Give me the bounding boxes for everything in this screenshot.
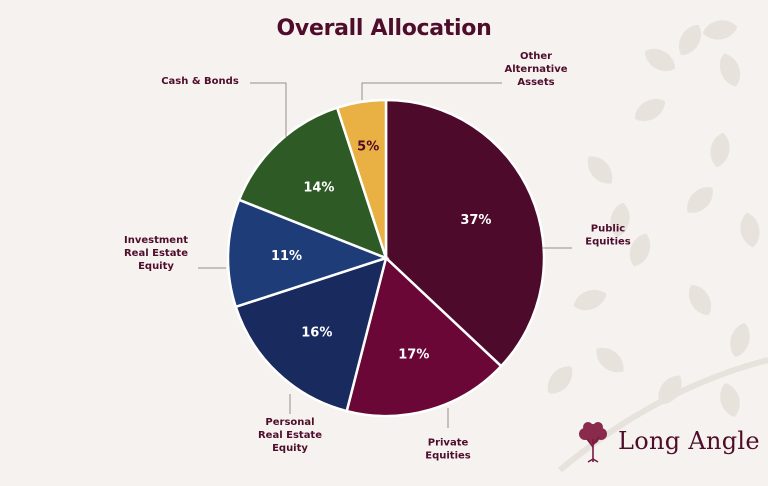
category-label-cash-bonds: Cash & Bonds [161,76,239,87]
leaf-pattern-background [547,20,768,473]
brand-name: Long Angle [618,427,760,455]
branch-decoration [558,357,768,473]
pie-slice-personal-real-estate-equity [234,256,388,413]
leaf-icon [710,132,730,168]
leader-line [250,82,287,137]
leaf-icon [687,187,713,213]
leaf-icon [702,20,738,40]
chart-title: Overall Allocation [276,16,492,41]
leaf-icon [740,212,760,248]
slice-value-label: 11% [271,249,302,264]
leaf-icon [644,48,676,72]
leaf-icon [573,289,607,311]
pie-slice-public-equities [384,98,546,368]
pie-chart: 37% 17% 16% 11% 14% 5% [226,98,546,418]
leaf-icon [730,323,750,357]
leader-line [361,82,502,100]
slice-value-label: 5% [357,140,379,155]
leaf-icon [634,98,666,122]
pie-slice-investment-real-estate-equity [226,198,390,309]
leaf-icon [719,53,741,87]
category-label-public-equities: Public Equities [585,224,631,248]
leaf-icon [678,24,702,56]
leaf-icon [688,284,712,316]
tree-icon [579,422,607,463]
category-label-investment-real-estate-equity: Investment Real Estate Equity [124,235,188,272]
category-labels: Public Equities Private Equities Personal Rea… [124,51,631,462]
slice-value-label: 17% [398,348,429,363]
pie-slice-private-equities [345,255,503,418]
brand-logo: Long Angle [576,418,760,464]
pie-slice-other-alternative-assets [335,98,388,259]
leaf-icon [629,233,651,267]
category-label-private-equities: Private Equities [425,438,471,462]
category-label-other-alternative-assets: Other Alternative Assets [504,51,567,88]
leaf-icon [547,366,573,394]
leaf-icon [587,156,613,184]
leaf-icon [720,383,740,417]
slice-value-label: 37% [460,213,491,228]
slice-value-label: 14% [303,181,334,196]
slice-value-label: 16% [301,326,332,341]
leaf-icon [610,202,630,238]
category-label-personal-real-estate-equity: Personal Real Estate Equity [258,417,322,454]
leaf-icon [596,347,624,373]
